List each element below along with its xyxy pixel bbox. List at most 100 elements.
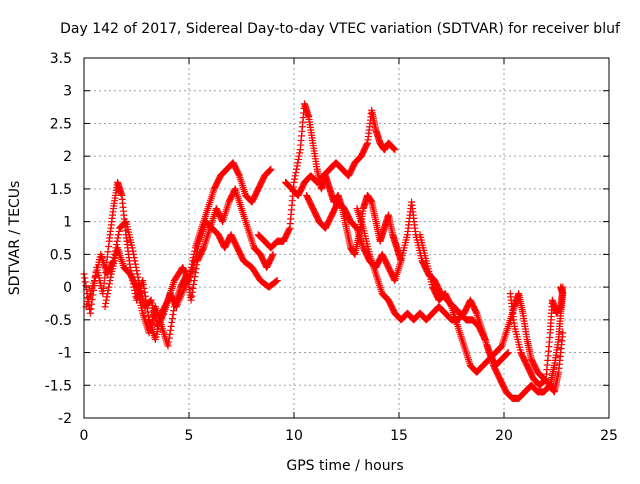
- series-track-j: [506, 283, 567, 389]
- data-point: [390, 145, 398, 153]
- data-point: [104, 290, 112, 298]
- data-point: [128, 244, 136, 252]
- data-point: [101, 274, 109, 282]
- data-point: [504, 349, 512, 357]
- data-point: [293, 165, 301, 173]
- data-point: [559, 329, 567, 337]
- data-point: [139, 280, 147, 288]
- series-track-e: [282, 106, 399, 199]
- y-axis-title: SDTVAR / TECUs: [7, 181, 23, 296]
- data-point: [541, 375, 549, 383]
- data-point: [191, 273, 199, 281]
- y-tick-label: 1: [63, 215, 72, 231]
- data-point: [273, 277, 281, 285]
- data-point: [165, 338, 173, 346]
- x-tick-labels: 0 5 10 15 20 25: [80, 428, 618, 444]
- data-point: [131, 257, 139, 265]
- data-point: [81, 274, 89, 282]
- data-point: [167, 326, 175, 334]
- data-point: [114, 234, 122, 242]
- series-track-i: [483, 283, 567, 402]
- data-point: [103, 253, 111, 261]
- data-point: [105, 283, 113, 291]
- data-point: [192, 265, 200, 273]
- data-point: [545, 383, 553, 391]
- y-tick-label: -1: [58, 346, 72, 362]
- data-point: [447, 301, 455, 309]
- y-tick-label: -1.5: [45, 378, 72, 394]
- data-point: [269, 250, 277, 258]
- x-tick-label: 0: [80, 428, 89, 444]
- data-point: [541, 376, 549, 384]
- data-point: [390, 144, 398, 152]
- data-point: [363, 140, 371, 148]
- data-point: [391, 146, 399, 154]
- x-tick-label: 5: [185, 428, 194, 444]
- data-point: [107, 273, 115, 281]
- data-point: [189, 284, 197, 292]
- data-point: [133, 270, 141, 278]
- data-point: [192, 269, 200, 277]
- data-point: [106, 277, 114, 285]
- data-point: [86, 305, 94, 313]
- x-tick-label: 20: [495, 428, 513, 444]
- y-tick-label: -2: [58, 411, 72, 427]
- data-point: [295, 152, 303, 160]
- data-point: [129, 247, 137, 255]
- data-point: [113, 241, 121, 249]
- data-point: [113, 237, 121, 245]
- y-tick-label: 0: [63, 280, 72, 296]
- data-point: [144, 308, 152, 316]
- data-point: [81, 278, 89, 286]
- y-tick-label: 2: [63, 149, 72, 165]
- data-point: [130, 254, 138, 262]
- series-track-b: [82, 218, 281, 330]
- data-point: [472, 308, 480, 316]
- data-point: [272, 277, 280, 285]
- data-point: [503, 350, 511, 358]
- data-point: [285, 225, 293, 233]
- data-point: [100, 279, 108, 287]
- data-point: [165, 334, 173, 342]
- data-point: [559, 283, 567, 291]
- data-point: [114, 231, 122, 239]
- data-point: [86, 309, 94, 317]
- data-point: [101, 303, 109, 311]
- data-point: [193, 261, 201, 269]
- data-point: [130, 250, 138, 258]
- data-point: [104, 286, 112, 294]
- data-point: [292, 169, 300, 177]
- data-point: [132, 282, 140, 290]
- chart-title: Day 142 of 2017, Sidereal Day-to-day VTE…: [60, 21, 621, 37]
- data-point: [504, 349, 512, 357]
- data-point: [166, 330, 174, 338]
- data-series: [80, 100, 567, 402]
- data-point: [105, 280, 113, 288]
- data-point: [293, 162, 301, 170]
- y-tick-label: -0.5: [45, 313, 72, 329]
- x-tick-label: 25: [600, 428, 618, 444]
- data-point: [199, 245, 207, 253]
- data-point: [267, 165, 275, 173]
- x-tick-label: 15: [390, 428, 408, 444]
- data-point: [126, 263, 134, 271]
- data-point: [141, 288, 149, 296]
- data-point: [164, 342, 172, 350]
- data-point: [102, 299, 110, 307]
- data-point: [102, 296, 110, 304]
- data-point: [104, 248, 112, 256]
- data-point: [266, 167, 274, 175]
- data-point: [187, 296, 195, 304]
- data-point: [103, 293, 111, 301]
- y-tick-label: 1.5: [50, 182, 72, 198]
- data-point: [100, 284, 108, 292]
- data-point: [105, 243, 113, 251]
- y-tick-labels: -2 -1.5 -1 -0.5 0 0.5 1 1.5 2 2.5 3 3.5: [45, 51, 72, 427]
- data-point: [188, 292, 196, 300]
- data-point: [115, 227, 123, 235]
- data-point: [168, 318, 176, 326]
- data-point: [190, 280, 198, 288]
- data-point: [290, 178, 298, 186]
